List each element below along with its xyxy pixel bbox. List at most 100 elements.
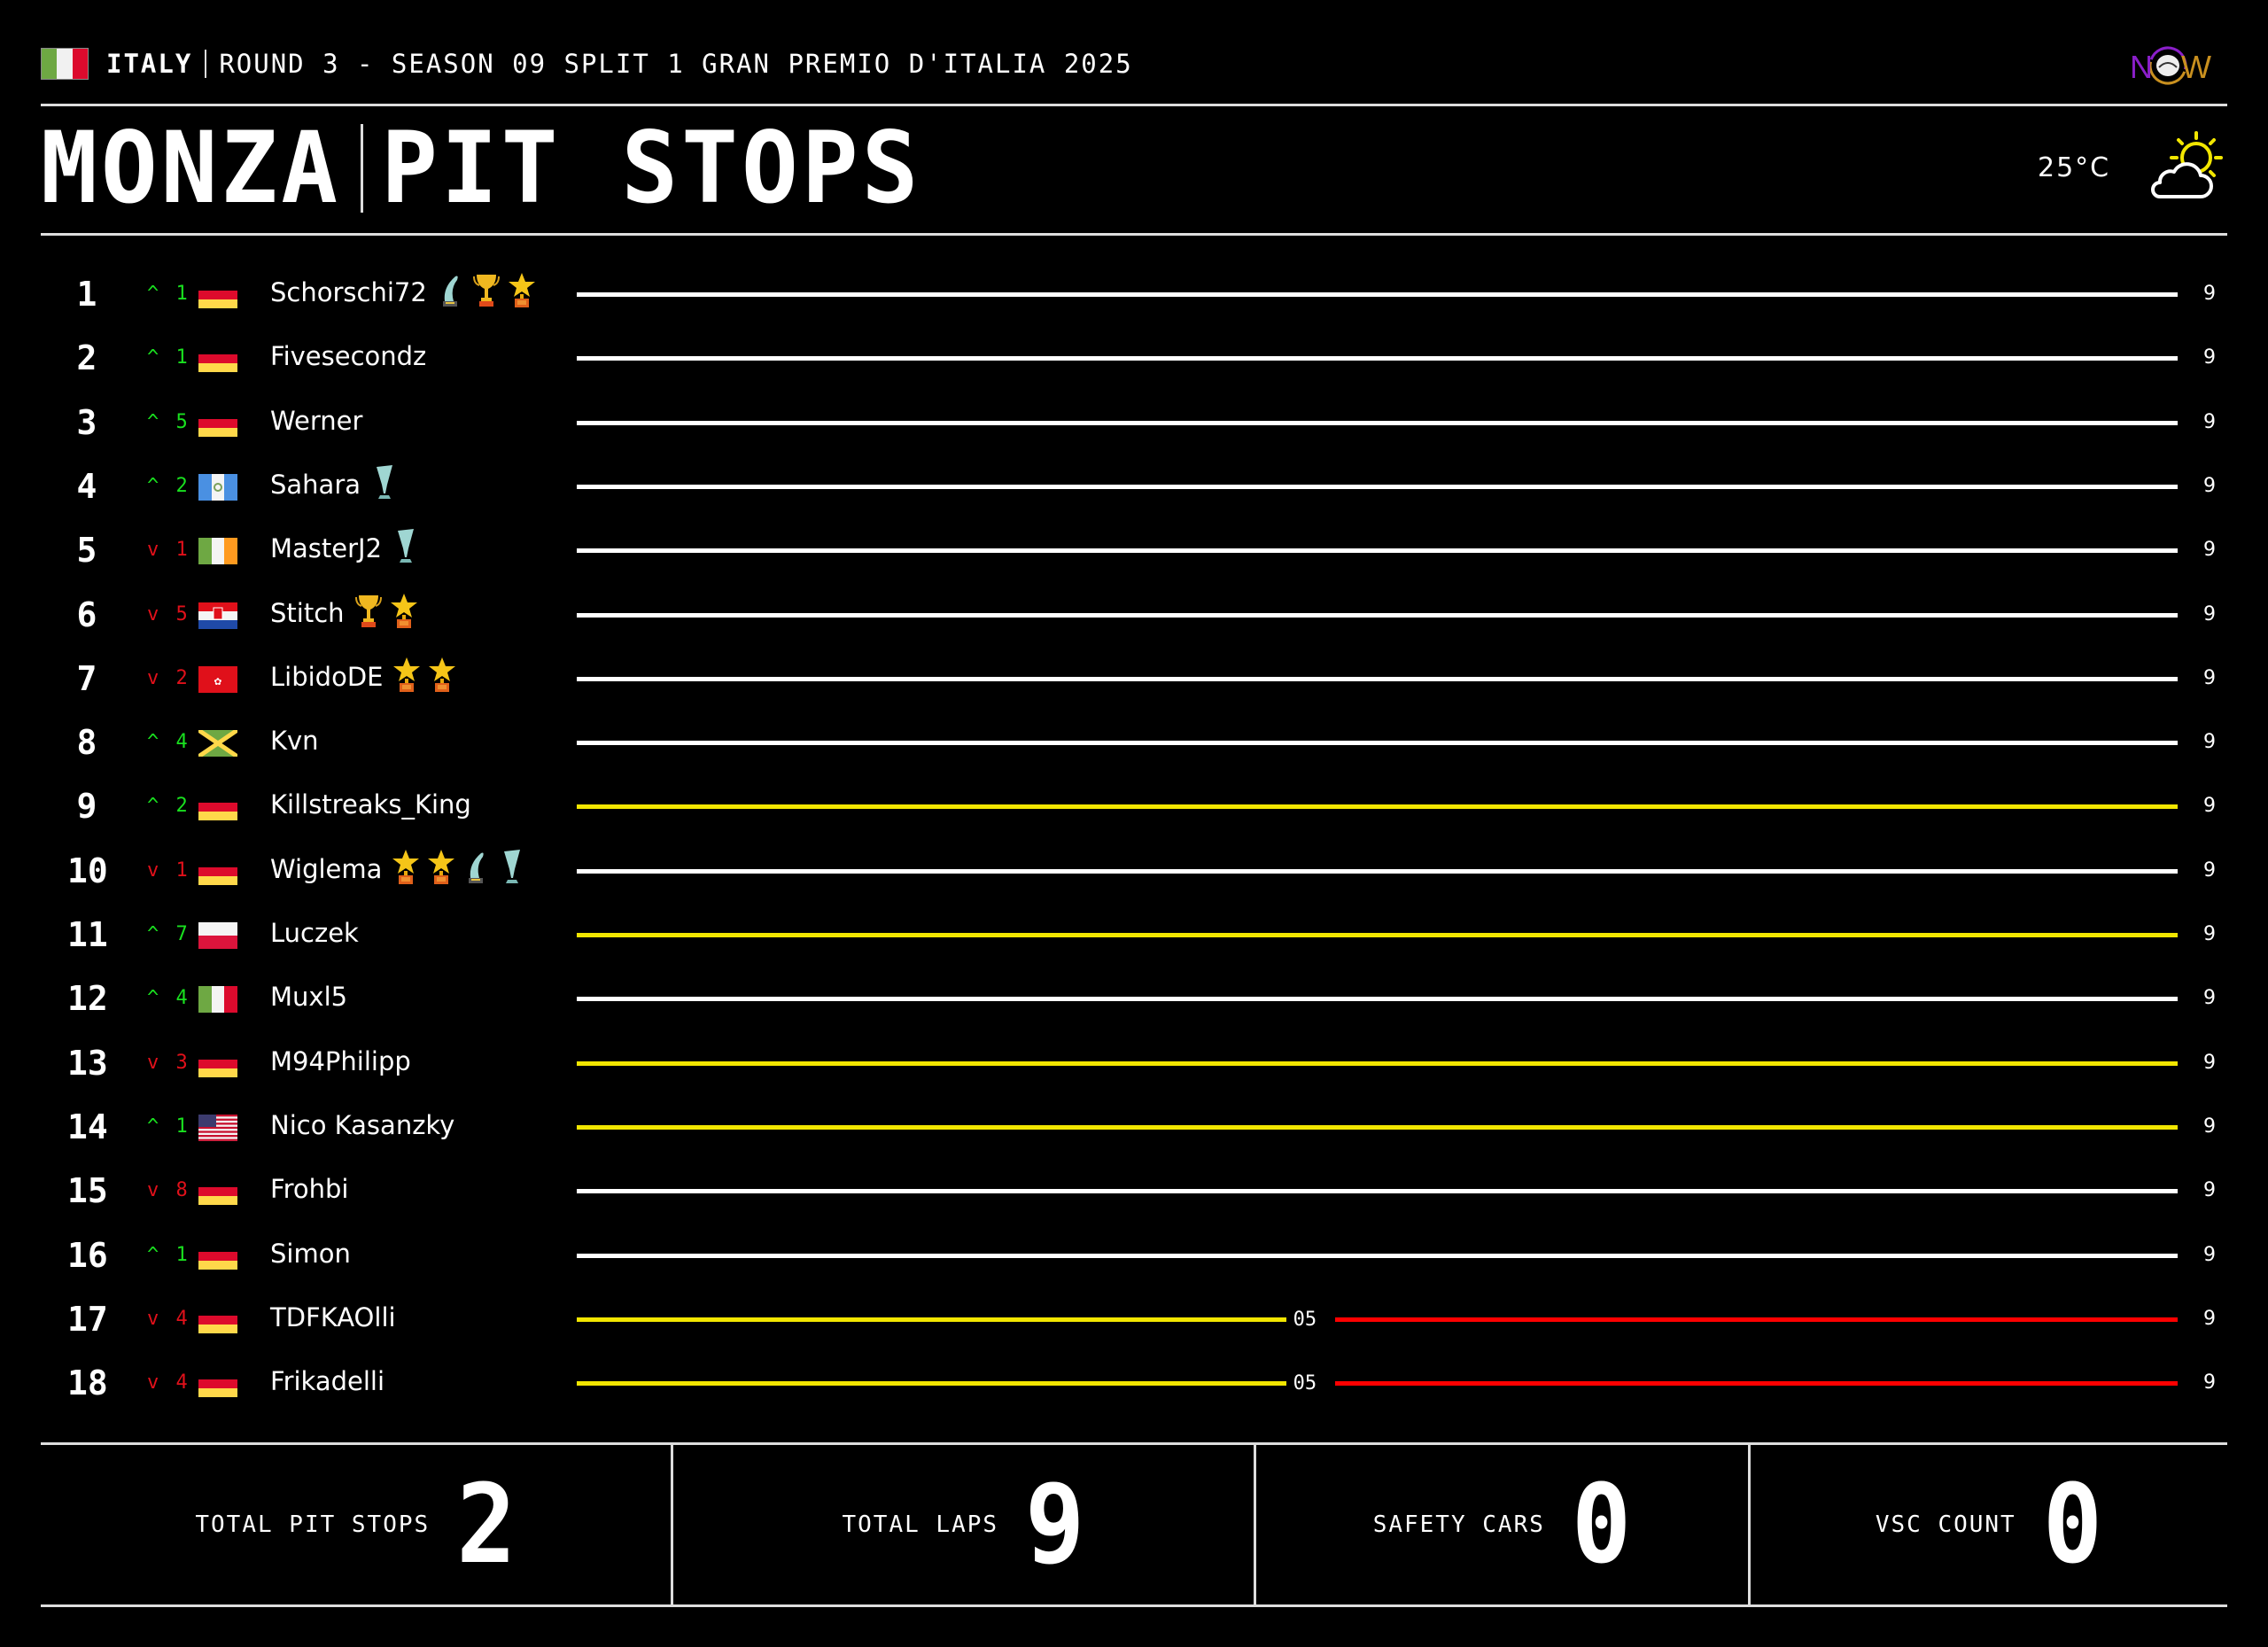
table-row: 4 ^ 2 Sahara 9 — [41, 454, 2227, 518]
flag-germany-icon — [198, 346, 237, 373]
glass-cup-trophy-icon — [369, 463, 400, 502]
laps-completed: 9 — [2203, 858, 2216, 882]
position-change: ^ 2 — [147, 474, 190, 497]
position-change: v 3 — [147, 1051, 190, 1074]
stat-value: 2 — [456, 1461, 517, 1589]
flag-hongkong-icon: ✿ — [198, 665, 237, 693]
star-trophy-icon — [507, 271, 537, 310]
table-row: 6 v 5 Stitch 9 — [41, 583, 2227, 647]
laps-completed: 9 — [2203, 346, 2216, 369]
position: 3 — [76, 402, 97, 442]
italy-flag-icon — [41, 48, 89, 80]
partly-sunny-icon — [2148, 129, 2227, 202]
stat-safety-cars: SAFETY CARS 0 — [1254, 1445, 1748, 1604]
flag-usa-icon — [198, 1114, 237, 1141]
star-trophy-icon — [391, 848, 421, 887]
table-row: 2 ^ 1 Fivesecondz 9 — [41, 326, 2227, 390]
flag-ireland-icon — [198, 538, 237, 565]
flag-germany-icon — [198, 282, 237, 308]
awards — [369, 463, 400, 502]
position-change: ^ 1 — [147, 283, 190, 305]
position-change: ^ 1 — [147, 1115, 190, 1138]
flag-germany-icon — [198, 858, 237, 885]
position-change: ^ 7 — [147, 923, 190, 945]
stint-bar-hard — [577, 1189, 2178, 1194]
position: 14 — [67, 1107, 108, 1146]
laps-completed: 9 — [2203, 1051, 2216, 1074]
title-divider — [361, 124, 364, 213]
laps-completed: 9 — [2203, 1371, 2216, 1395]
stint-bar-hard — [577, 292, 2178, 297]
glass-cup-trophy-icon — [497, 848, 527, 887]
flag-germany-icon — [198, 1050, 237, 1077]
event-header: ITALY ROUND 3 - SEASON 09 SPLIT 1 GRAN P… — [41, 44, 1133, 83]
stat-value: 0 — [2042, 1461, 2103, 1589]
laps-completed: 9 — [2203, 987, 2216, 1010]
table-row: 15 v 8 Frohbi 9 — [41, 1159, 2227, 1223]
awards — [391, 848, 527, 887]
flag-germany-icon — [198, 794, 237, 821]
star-trophy-icon — [426, 848, 456, 887]
laps-completed: 9 — [2203, 731, 2216, 754]
driver-name: MasterJ2 — [270, 533, 383, 564]
flag-poland-icon — [198, 922, 237, 949]
driver-name-cell: Killstreaks_King — [270, 787, 471, 822]
driver-name-cell: Werner — [270, 403, 362, 439]
driver-name-cell: Muxl5 — [270, 979, 347, 1014]
driver-name-cell: LibidoDE — [270, 656, 457, 698]
stint-bar-hard — [577, 997, 2178, 1002]
driver-name: Wiglema — [270, 853, 383, 884]
driver-name: Muxl5 — [270, 982, 348, 1013]
driver-name: Killstreaks_King — [270, 789, 471, 820]
stint-bar-medium — [577, 933, 2178, 937]
table-row: 10 v 1 Wiglema 9 — [41, 839, 2227, 903]
position: 4 — [76, 466, 97, 506]
driver-name-cell: Kvn — [270, 723, 319, 758]
driver-name-cell: Nico Kasanzky — [270, 1107, 454, 1143]
laps-completed: 9 — [2203, 923, 2216, 945]
position: 10 — [67, 851, 108, 890]
position: 16 — [67, 1235, 108, 1275]
stint-bar-hard — [577, 1253, 2178, 1258]
position-change: v 1 — [147, 539, 190, 562]
driver-name-cell: Schorschi72 — [270, 273, 537, 314]
flag-germany-icon — [198, 1178, 237, 1206]
svg-text:W: W — [2181, 49, 2211, 85]
laps-completed: 9 — [2203, 474, 2216, 497]
stat-label: TOTAL PIT STOPS — [195, 1511, 431, 1538]
stint-bar-medium — [577, 1060, 2178, 1066]
flag-italy-icon — [198, 986, 237, 1014]
driver-name: Schorschi72 — [270, 277, 427, 307]
stint-bar-hard — [577, 612, 2178, 618]
laps-completed: 9 — [2203, 602, 2216, 625]
driver-name-cell: Sahara — [270, 464, 400, 506]
pit-stop-lap: 05 — [1293, 1308, 1317, 1331]
position: 13 — [67, 1043, 108, 1083]
laps-completed: 9 — [2203, 410, 2216, 433]
awards — [392, 656, 457, 695]
track-name: MONZA — [41, 110, 342, 226]
flag-guatemala-icon — [198, 473, 237, 501]
position: 5 — [76, 531, 97, 571]
table-row: 5 v 1 MasterJ2 9 — [41, 518, 2227, 582]
laps-completed: 9 — [2203, 795, 2216, 818]
glass-flame-trophy-icon — [462, 848, 492, 887]
awards — [391, 527, 421, 566]
driver-name: Luczek — [270, 918, 359, 948]
position: 1 — [76, 275, 97, 314]
flag-germany-icon — [198, 1371, 237, 1398]
position: 15 — [67, 1171, 108, 1211]
driver-name-cell: Frikadelli — [270, 1363, 384, 1399]
driver-name: LibidoDE — [270, 661, 384, 692]
stint-bar-hard — [577, 420, 2178, 425]
stint-bar-hard — [577, 868, 2178, 874]
table-row: 8 ^ 4 Kvn 9 — [41, 711, 2227, 774]
driver-name: Frohbi — [270, 1174, 349, 1205]
stint-bar-medium — [577, 804, 2178, 810]
stint-bar-medium — [577, 1124, 2178, 1130]
stat-total-pit-stops: TOTAL PIT STOPS 2 — [41, 1445, 671, 1604]
country-label: ITALY — [106, 49, 193, 79]
position-change: v 5 — [147, 602, 190, 625]
stint-bar-hard — [577, 548, 2178, 554]
position-change: v 1 — [147, 858, 190, 882]
